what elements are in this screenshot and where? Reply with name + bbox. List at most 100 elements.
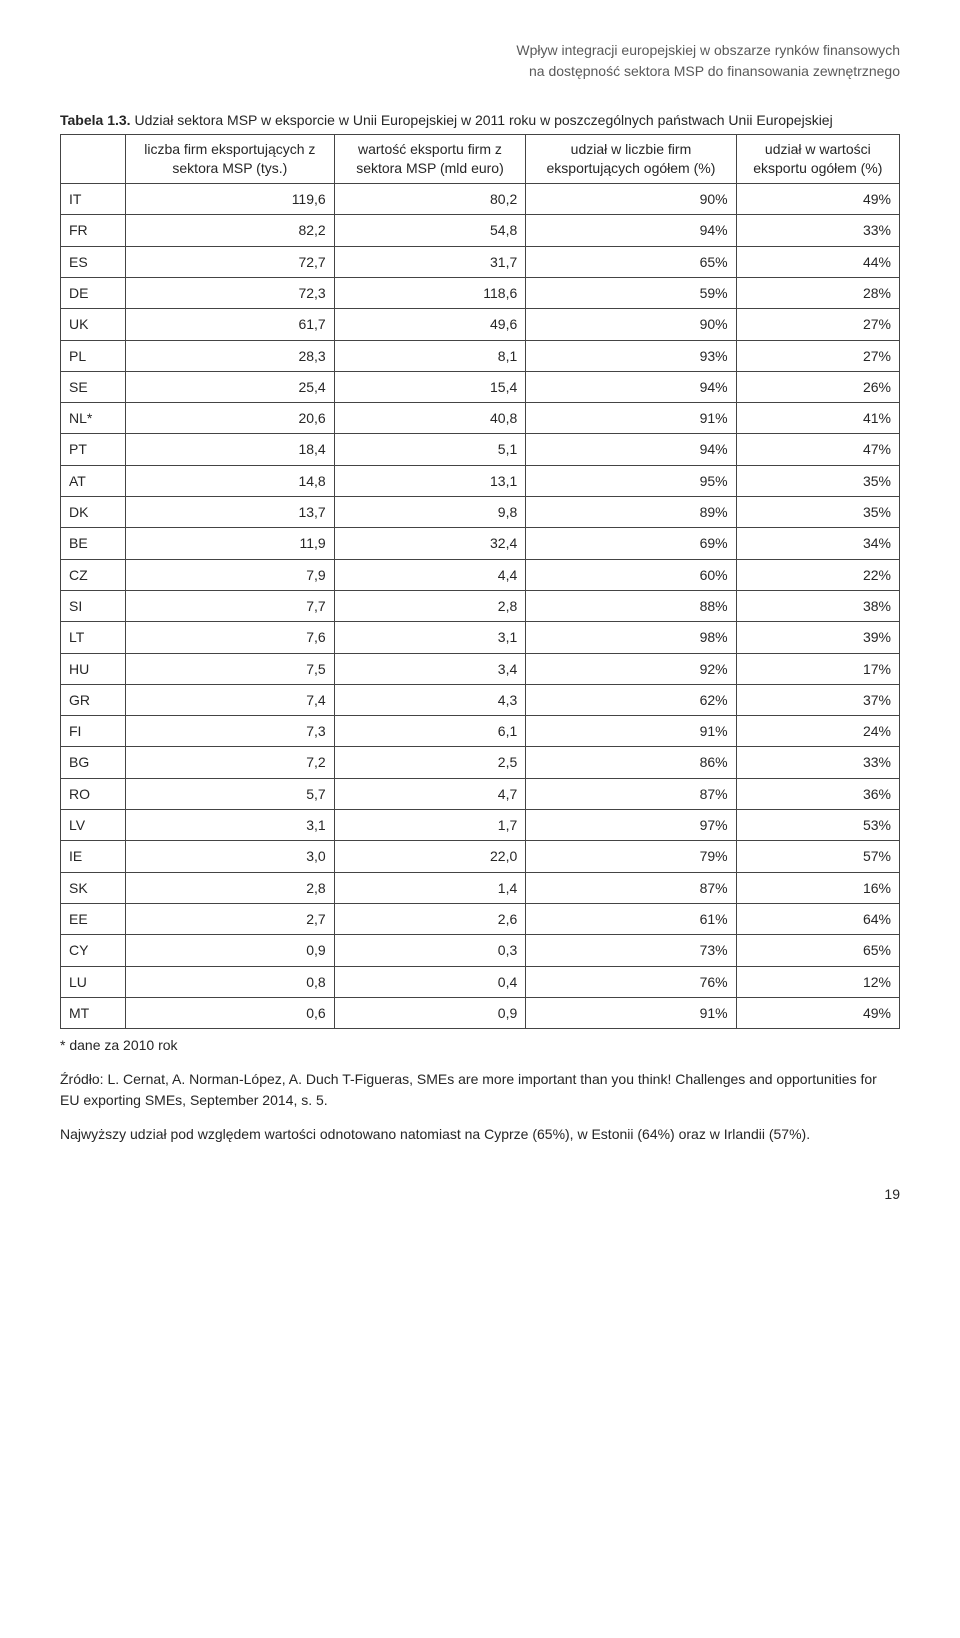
table-cell: 6,1 — [334, 716, 526, 747]
table-row: LV3,11,797%53% — [61, 810, 900, 841]
table-row: FR82,254,894%33% — [61, 215, 900, 246]
table-cell: DK — [61, 497, 126, 528]
col-share-value: udział w wartości eksportu ogółem (%) — [736, 135, 899, 184]
col-firms-count: liczba firm eksportujących z sektora MSP… — [126, 135, 335, 184]
table-cell: 59% — [526, 277, 736, 308]
table-cell: 91% — [526, 403, 736, 434]
table-cell: 3,0 — [126, 841, 335, 872]
table-cell: 12% — [736, 966, 899, 997]
table-cell: 35% — [736, 465, 899, 496]
table-cell: EE — [61, 903, 126, 934]
table-cell: 119,6 — [126, 184, 335, 215]
msp-export-table: liczba firm eksportujących z sektora MSP… — [60, 134, 900, 1029]
table-cell: FR — [61, 215, 126, 246]
table-cell: 61,7 — [126, 309, 335, 340]
table-row: IE3,022,079%57% — [61, 841, 900, 872]
table-cell: 98% — [526, 622, 736, 653]
table-cell: 89% — [526, 497, 736, 528]
table-cell: 0,8 — [126, 966, 335, 997]
table-row: ES72,731,765%44% — [61, 246, 900, 277]
table-cell: 22% — [736, 559, 899, 590]
table-cell: 49% — [736, 184, 899, 215]
table-cell: 91% — [526, 997, 736, 1028]
table-row: NL*20,640,891%41% — [61, 403, 900, 434]
table-cell: 7,9 — [126, 559, 335, 590]
table-cell: 7,6 — [126, 622, 335, 653]
table-cell: 118,6 — [334, 277, 526, 308]
table-cell: 73% — [526, 935, 736, 966]
table-cell: 4,3 — [334, 684, 526, 715]
table-row: SK2,81,487%16% — [61, 872, 900, 903]
table-cell: 18,4 — [126, 434, 335, 465]
table-row: UK61,749,690%27% — [61, 309, 900, 340]
table-cell: 22,0 — [334, 841, 526, 872]
table-cell: 17% — [736, 653, 899, 684]
table-row: BE11,932,469%34% — [61, 528, 900, 559]
table-cell: 91% — [526, 716, 736, 747]
table-cell: 49% — [736, 997, 899, 1028]
table-row: SI7,72,888%38% — [61, 590, 900, 621]
table-cell: 54,8 — [334, 215, 526, 246]
table-cell: 33% — [736, 747, 899, 778]
table-cell: 7,2 — [126, 747, 335, 778]
table-cell: 86% — [526, 747, 736, 778]
table-cell: 92% — [526, 653, 736, 684]
table-cell: 44% — [736, 246, 899, 277]
table-row: RO5,74,787%36% — [61, 778, 900, 809]
table-cell: 0,9 — [334, 997, 526, 1028]
table-cell: DE — [61, 277, 126, 308]
table-cell: 65% — [736, 935, 899, 966]
table-cell: SK — [61, 872, 126, 903]
table-cell: 40,8 — [334, 403, 526, 434]
table-cell: 1,7 — [334, 810, 526, 841]
table-cell: 1,4 — [334, 872, 526, 903]
table-cell: PL — [61, 340, 126, 371]
table-cell: 7,3 — [126, 716, 335, 747]
table-cell: BE — [61, 528, 126, 559]
table-cell: 7,4 — [126, 684, 335, 715]
table-cell: LU — [61, 966, 126, 997]
page-number: 19 — [60, 1184, 900, 1204]
table-cell: ES — [61, 246, 126, 277]
table-cell: 28% — [736, 277, 899, 308]
col-export-value: wartość eksportu firm z sektora MSP (mld… — [334, 135, 526, 184]
table-cell: 57% — [736, 841, 899, 872]
table-cell: 97% — [526, 810, 736, 841]
table-cell: 34% — [736, 528, 899, 559]
table-cell: 4,7 — [334, 778, 526, 809]
table-cell: 90% — [526, 309, 736, 340]
table-cell: 87% — [526, 778, 736, 809]
running-header-line1: Wpływ integracji europejskiej w obszarze… — [60, 40, 900, 61]
table-cell: 49,6 — [334, 309, 526, 340]
table-cell: 35% — [736, 497, 899, 528]
table-cell: 3,1 — [334, 622, 526, 653]
table-cell: 11,9 — [126, 528, 335, 559]
table-cell: 62% — [526, 684, 736, 715]
table-cell: 0,4 — [334, 966, 526, 997]
table-cell: 8,1 — [334, 340, 526, 371]
table-row: DE72,3118,659%28% — [61, 277, 900, 308]
table-cell: 0,9 — [126, 935, 335, 966]
source-citation: Źródło: L. Cernat, A. Norman-López, A. D… — [60, 1069, 900, 1110]
table-cell: 37% — [736, 684, 899, 715]
table-header-row: liczba firm eksportujących z sektora MSP… — [61, 135, 900, 184]
table-cell: 27% — [736, 309, 899, 340]
table-row: IT119,680,290%49% — [61, 184, 900, 215]
table-cell: 31,7 — [334, 246, 526, 277]
table-cell: 0,6 — [126, 997, 335, 1028]
table-cell: 72,3 — [126, 277, 335, 308]
table-cell: 95% — [526, 465, 736, 496]
table-cell: 94% — [526, 434, 736, 465]
table-cell: AT — [61, 465, 126, 496]
table-cell: 5,7 — [126, 778, 335, 809]
table-cell: 13,1 — [334, 465, 526, 496]
table-row: DK13,79,889%35% — [61, 497, 900, 528]
table-cell: 13,7 — [126, 497, 335, 528]
table-cell: 24% — [736, 716, 899, 747]
table-cell: 33% — [736, 215, 899, 246]
table-cell: 94% — [526, 371, 736, 402]
running-header: Wpływ integracji europejskiej w obszarze… — [60, 40, 900, 82]
table-cell: 90% — [526, 184, 736, 215]
table-cell: 60% — [526, 559, 736, 590]
table-cell: 94% — [526, 215, 736, 246]
